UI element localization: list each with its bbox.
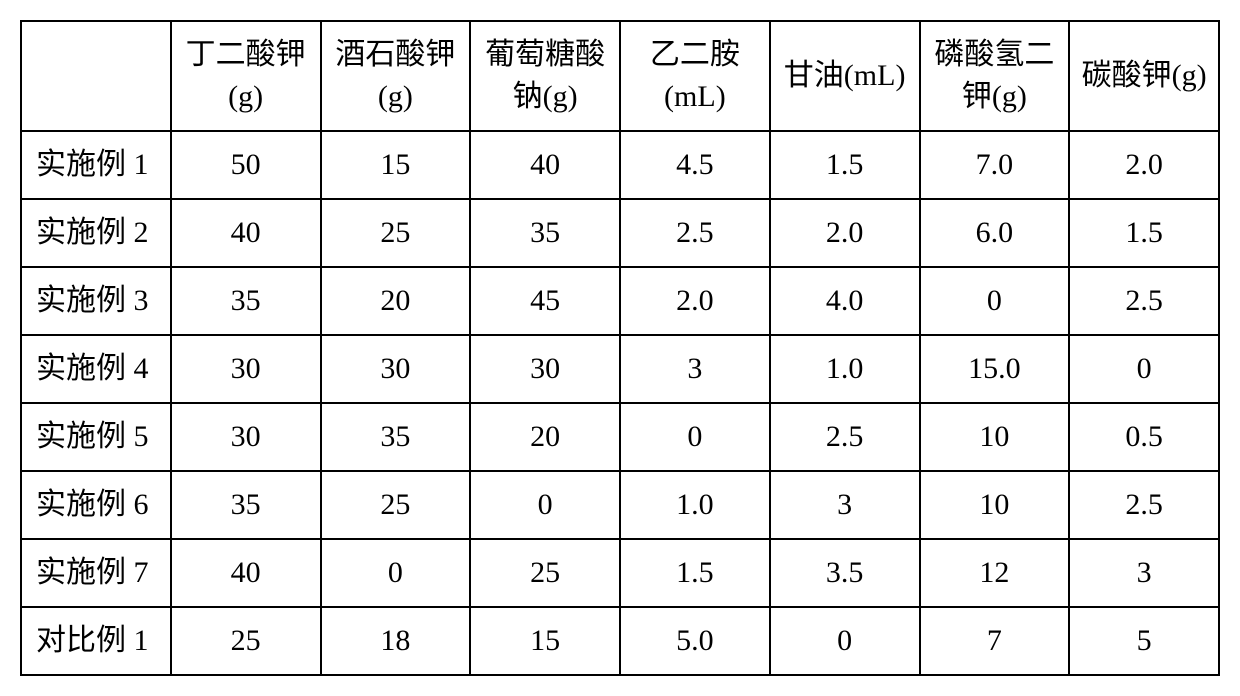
data-cell: 0 [920, 267, 1070, 335]
row-label: 实施例 2 [21, 199, 171, 267]
column-header: 磷酸氢二钾(g) [920, 21, 1070, 131]
data-cell: 30 [171, 335, 321, 403]
data-cell: 3 [770, 471, 920, 539]
data-table-container: 丁二酸钾(g) 酒石酸钾(g) 葡萄糖酸钠(g) 乙二胺(mL) 甘油(mL) … [20, 20, 1220, 676]
data-cell: 4.5 [620, 131, 770, 199]
data-cell: 15 [470, 607, 620, 675]
data-cell: 0.5 [1069, 403, 1219, 471]
data-cell: 25 [171, 607, 321, 675]
column-header: 丁二酸钾(g) [171, 21, 321, 131]
data-cell: 20 [321, 267, 471, 335]
data-cell: 15.0 [920, 335, 1070, 403]
data-cell: 2.5 [770, 403, 920, 471]
data-cell: 2.0 [770, 199, 920, 267]
data-cell: 6.0 [920, 199, 1070, 267]
data-cell: 7.0 [920, 131, 1070, 199]
data-cell: 4.0 [770, 267, 920, 335]
data-cell: 20 [470, 403, 620, 471]
data-cell: 40 [171, 539, 321, 607]
data-cell: 18 [321, 607, 471, 675]
row-label: 实施例 3 [21, 267, 171, 335]
data-cell: 5 [1069, 607, 1219, 675]
row-label: 实施例 7 [21, 539, 171, 607]
table-row: 实施例 4 30 30 30 3 1.0 15.0 0 [21, 335, 1219, 403]
data-cell: 2.0 [620, 267, 770, 335]
data-cell: 12 [920, 539, 1070, 607]
data-cell: 2.5 [1069, 267, 1219, 335]
data-cell: 7 [920, 607, 1070, 675]
table-row: 实施例 7 40 0 25 1.5 3.5 12 3 [21, 539, 1219, 607]
data-cell: 25 [470, 539, 620, 607]
data-cell: 2.5 [1069, 471, 1219, 539]
data-cell: 3 [620, 335, 770, 403]
data-cell: 0 [470, 471, 620, 539]
data-cell: 35 [470, 199, 620, 267]
data-cell: 10 [920, 471, 1070, 539]
data-cell: 15 [321, 131, 471, 199]
data-cell: 2.5 [620, 199, 770, 267]
row-label: 实施例 1 [21, 131, 171, 199]
data-cell: 0 [1069, 335, 1219, 403]
data-cell: 25 [321, 471, 471, 539]
data-cell: 10 [920, 403, 1070, 471]
data-cell: 1.0 [620, 471, 770, 539]
data-cell: 1.5 [1069, 199, 1219, 267]
table-row: 实施例 6 35 25 0 1.0 3 10 2.5 [21, 471, 1219, 539]
column-header: 酒石酸钾(g) [321, 21, 471, 131]
data-cell: 3 [1069, 539, 1219, 607]
column-header: 乙二胺(mL) [620, 21, 770, 131]
data-cell: 35 [171, 471, 321, 539]
data-table: 丁二酸钾(g) 酒石酸钾(g) 葡萄糖酸钠(g) 乙二胺(mL) 甘油(mL) … [20, 20, 1220, 676]
table-row: 实施例 5 30 35 20 0 2.5 10 0.5 [21, 403, 1219, 471]
data-cell: 3.5 [770, 539, 920, 607]
corner-cell [21, 21, 171, 131]
data-cell: 0 [770, 607, 920, 675]
row-label: 对比例 1 [21, 607, 171, 675]
data-cell: 45 [470, 267, 620, 335]
data-cell: 0 [620, 403, 770, 471]
data-cell: 35 [171, 267, 321, 335]
data-cell: 30 [470, 335, 620, 403]
header-row: 丁二酸钾(g) 酒石酸钾(g) 葡萄糖酸钠(g) 乙二胺(mL) 甘油(mL) … [21, 21, 1219, 131]
data-cell: 35 [321, 403, 471, 471]
data-cell: 30 [171, 403, 321, 471]
table-row: 对比例 1 25 18 15 5.0 0 7 5 [21, 607, 1219, 675]
data-cell: 1.0 [770, 335, 920, 403]
table-row: 实施例 3 35 20 45 2.0 4.0 0 2.5 [21, 267, 1219, 335]
data-cell: 30 [321, 335, 471, 403]
column-header: 碳酸钾(g) [1069, 21, 1219, 131]
table-row: 实施例 2 40 25 35 2.5 2.0 6.0 1.5 [21, 199, 1219, 267]
data-cell: 1.5 [620, 539, 770, 607]
data-cell: 2.0 [1069, 131, 1219, 199]
data-cell: 1.5 [770, 131, 920, 199]
data-cell: 0 [321, 539, 471, 607]
data-cell: 40 [470, 131, 620, 199]
data-cell: 50 [171, 131, 321, 199]
data-cell: 40 [171, 199, 321, 267]
table-row: 实施例 1 50 15 40 4.5 1.5 7.0 2.0 [21, 131, 1219, 199]
row-label: 实施例 6 [21, 471, 171, 539]
column-header: 葡萄糖酸钠(g) [470, 21, 620, 131]
data-cell: 5.0 [620, 607, 770, 675]
data-cell: 25 [321, 199, 471, 267]
row-label: 实施例 5 [21, 403, 171, 471]
row-label: 实施例 4 [21, 335, 171, 403]
column-header: 甘油(mL) [770, 21, 920, 131]
